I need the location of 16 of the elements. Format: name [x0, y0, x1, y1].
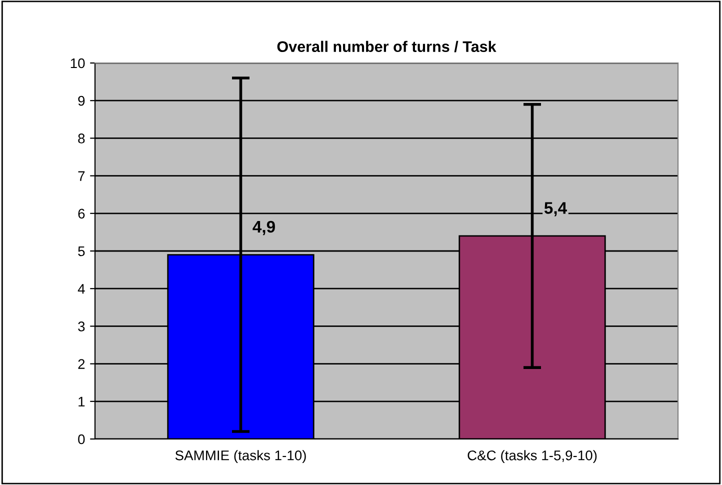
y-tick-label: 6: [78, 208, 85, 219]
chart-title: Overall number of turns / Task: [277, 40, 496, 52]
y-tick-label: 0: [78, 434, 85, 444]
y-tick-label: 3: [78, 322, 85, 332]
x-tick-label: C&C (tasks 1-5,9-10): [468, 450, 597, 464]
y-tick-label: 1: [78, 396, 85, 406]
y-tick-label: 8: [78, 134, 85, 144]
y-tick-label: 7: [78, 171, 85, 181]
x-tick-label: SAMMIE (tasks 1-10): [175, 450, 306, 464]
y-tick-label: 5: [78, 246, 85, 256]
y-tick-label: 2: [78, 359, 85, 369]
y-tick-label: 10: [70, 58, 85, 68]
y-tick-label: 4: [78, 284, 85, 294]
data-label: 4,9: [252, 220, 275, 236]
data-label: 5,4: [544, 202, 567, 216]
y-tick-label: 9: [78, 96, 85, 106]
